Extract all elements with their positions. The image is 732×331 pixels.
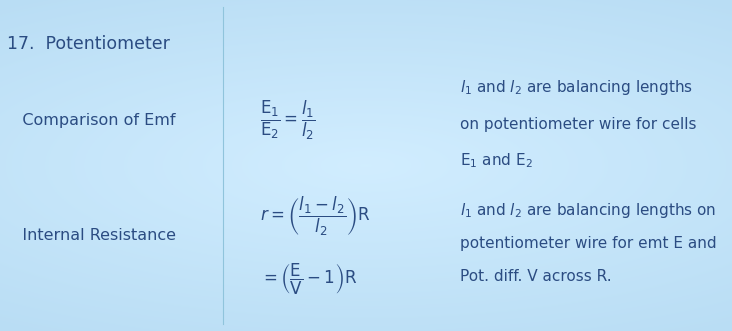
Text: 17.  Potentiometer: 17. Potentiometer (7, 35, 171, 53)
Text: $l_1$ and $l_2$ are balancing lengths: $l_1$ and $l_2$ are balancing lengths (460, 78, 692, 97)
Text: on potentiometer wire for cells: on potentiometer wire for cells (460, 117, 696, 132)
Text: $\mathrm{E}_1$ and $\mathrm{E}_2$: $\mathrm{E}_1$ and $\mathrm{E}_2$ (460, 151, 533, 170)
Text: $= \left(\dfrac{\mathrm{E}}{\mathrm{V}} - 1\right)\mathrm{R}$: $= \left(\dfrac{\mathrm{E}}{\mathrm{V}} … (260, 262, 357, 297)
Text: Internal Resistance: Internal Resistance (7, 227, 176, 243)
Text: $l_1$ and $l_2$ are balancing lengths on: $l_1$ and $l_2$ are balancing lengths on (460, 201, 716, 220)
Text: Pot. diff. V across R.: Pot. diff. V across R. (460, 269, 611, 284)
Text: Comparison of Emf: Comparison of Emf (7, 113, 176, 128)
Text: $\dfrac{\mathrm{E}_1}{\mathrm{E}_2} = \dfrac{l_1}{l_2}$: $\dfrac{\mathrm{E}_1}{\mathrm{E}_2} = \d… (260, 99, 315, 142)
Text: potentiometer wire for emt E and: potentiometer wire for emt E and (460, 236, 717, 251)
Text: $r = \left(\dfrac{l_1 - l_2}{l_2}\right)\mathrm{R}$: $r = \left(\dfrac{l_1 - l_2}{l_2}\right)… (260, 195, 370, 238)
